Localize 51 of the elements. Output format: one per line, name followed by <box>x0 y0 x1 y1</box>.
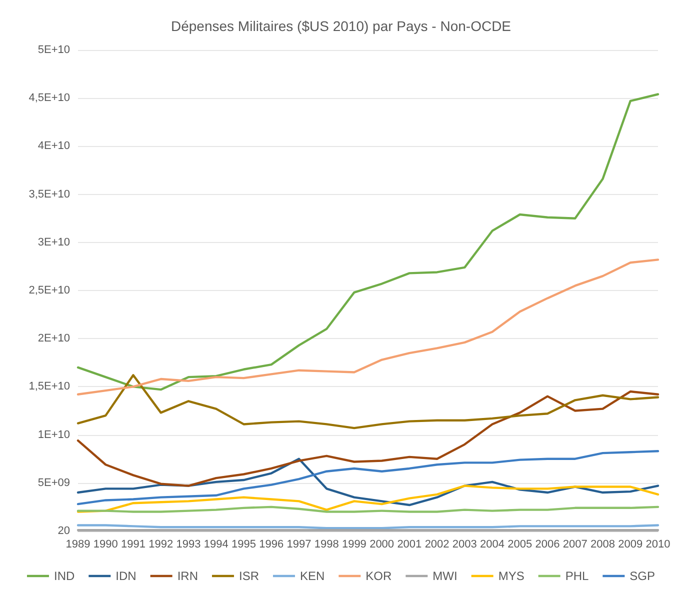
legend-label: KEN <box>300 569 325 583</box>
line-series <box>76 374 660 430</box>
x-tick-label: 1991 <box>120 538 146 550</box>
y-tick-label: 4E+10 <box>38 140 70 152</box>
x-tick-label: 1994 <box>204 538 228 550</box>
legend-label: IND <box>54 569 75 583</box>
y-tick-label: 3,5E+10 <box>28 188 70 200</box>
x-tick-label: 2007 <box>562 538 588 550</box>
x-tick-label: 2004 <box>480 538 505 550</box>
y-tick-label: 2E+10 <box>38 332 70 345</box>
chart-title: Dépenses Militaires ($US 2010) par Pays - Non-OCDE <box>170 18 512 34</box>
legend-label: PHL <box>565 569 589 583</box>
y-tick-label: 4,5E+10 <box>28 92 70 104</box>
x-tick-label: 2006 <box>535 538 560 550</box>
y-tick-label: 3E+10 <box>38 236 70 248</box>
y-tick-label: 1E+10 <box>38 428 70 441</box>
line-series <box>76 458 660 506</box>
x-tick-label: 2010 <box>646 538 670 550</box>
y-tick-label: 1,5E+10 <box>28 380 70 393</box>
legend-label: IDN <box>116 569 136 583</box>
y-tick-label: 20 <box>58 525 70 537</box>
legend-label: ISR <box>238 569 260 583</box>
legend-label: KOR <box>366 569 392 583</box>
x-tick-label: 1992 <box>148 538 174 550</box>
x-tick-label: 1995 <box>231 538 256 550</box>
y-tick-label: 5E+10 <box>38 44 70 56</box>
line-series <box>76 258 660 396</box>
y-tick-label: 2,5E+10 <box>28 284 70 296</box>
x-tick-label: 1989 <box>66 538 90 550</box>
x-tick-label: 1998 <box>314 538 339 550</box>
legend-label: IRN <box>177 569 198 583</box>
line-series <box>76 93 660 391</box>
legend-label: MWI <box>432 569 458 583</box>
x-tick-label: 1990 <box>93 538 118 550</box>
line-series <box>76 484 660 513</box>
x-tick-label: 2005 <box>508 538 532 550</box>
x-tick-label: 2002 <box>424 538 450 550</box>
line-series <box>76 390 660 487</box>
x-tick-label: 1999 <box>342 538 366 550</box>
legend-label: MYS <box>498 569 524 583</box>
x-tick-label: 2008 <box>590 538 616 550</box>
line-series <box>76 450 660 506</box>
y-tick-label: 5E+09 <box>38 476 70 489</box>
legend-label: SGP <box>630 569 656 583</box>
x-tick-label: 2003 <box>452 538 477 550</box>
x-tick-label: 1993 <box>176 538 201 550</box>
x-tick-label: 2000 <box>370 538 394 550</box>
x-tick-label: 2001 <box>397 538 422 550</box>
x-tick-label: 1997 <box>286 538 312 550</box>
x-tick-label: 2009 <box>618 538 643 550</box>
x-tick-label: 1996 <box>259 538 284 550</box>
